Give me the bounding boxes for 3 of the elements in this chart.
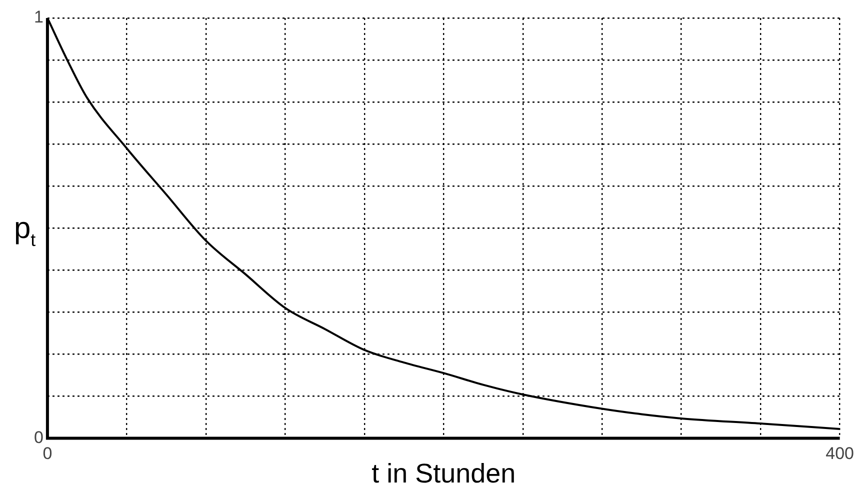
x-axis-title: t in Stunden [372, 458, 516, 488]
x-tick-label: 400 [826, 444, 854, 464]
y-tick-label: 1 [34, 8, 44, 27]
